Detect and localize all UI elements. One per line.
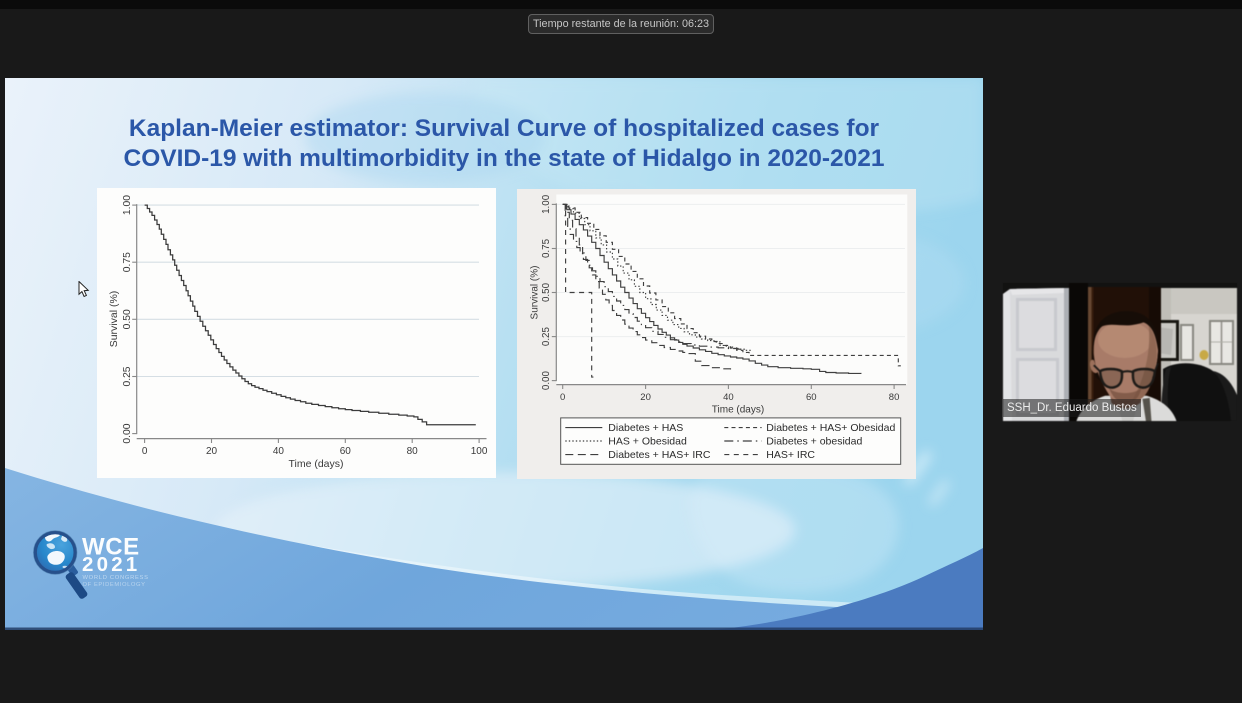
svg-text:WORLD CONGRESS: WORLD CONGRESS <box>83 575 149 581</box>
svg-text:0.75: 0.75 <box>122 252 133 272</box>
svg-text:OF EPIDEMIOLOGY: OF EPIDEMIOLOGY <box>83 582 146 588</box>
svg-text:0.25: 0.25 <box>541 327 552 347</box>
svg-text:Diabetes + HAS+ Obesidad: Diabetes + HAS+ Obesidad <box>766 423 895 435</box>
svg-text:40: 40 <box>273 446 285 457</box>
svg-text:2021: 2021 <box>82 553 140 576</box>
svg-text:Diabetes + HAS+ IRC: Diabetes + HAS+ IRC <box>608 450 711 462</box>
svg-text:Diabetes + obesidad: Diabetes + obesidad <box>766 436 862 448</box>
svg-text:80: 80 <box>888 392 899 403</box>
svg-text:Survival (%): Survival (%) <box>108 291 120 348</box>
svg-text:40: 40 <box>723 392 734 403</box>
svg-text:HAS + Obesidad: HAS + Obesidad <box>608 436 687 448</box>
svg-text:WCE: WCE <box>82 534 140 561</box>
svg-text:Time (days): Time (days) <box>711 405 763 416</box>
svg-text:0: 0 <box>142 446 148 457</box>
svg-text:0.50: 0.50 <box>541 283 552 303</box>
svg-text:80: 80 <box>407 446 419 457</box>
svg-text:0.00: 0.00 <box>541 371 552 391</box>
svg-text:0: 0 <box>560 392 565 403</box>
svg-text:1.00: 1.00 <box>541 195 552 215</box>
svg-text:0.00: 0.00 <box>122 424 133 444</box>
svg-text:Diabetes + HAS: Diabetes + HAS <box>608 423 683 435</box>
svg-text:0.25: 0.25 <box>122 367 133 387</box>
svg-text:Survival (%): Survival (%) <box>529 266 540 320</box>
svg-text:HAS+ IRC: HAS+ IRC <box>766 450 815 462</box>
svg-text:100: 100 <box>471 446 488 457</box>
svg-text:0.50: 0.50 <box>122 309 133 329</box>
svg-text:60: 60 <box>806 392 817 403</box>
svg-text:20: 20 <box>640 392 651 403</box>
svg-text:20: 20 <box>206 446 218 457</box>
svg-text:60: 60 <box>340 446 352 457</box>
svg-text:0.75: 0.75 <box>541 239 552 259</box>
svg-text:1.00: 1.00 <box>122 195 133 215</box>
svg-text:Time (days): Time (days) <box>289 458 344 470</box>
